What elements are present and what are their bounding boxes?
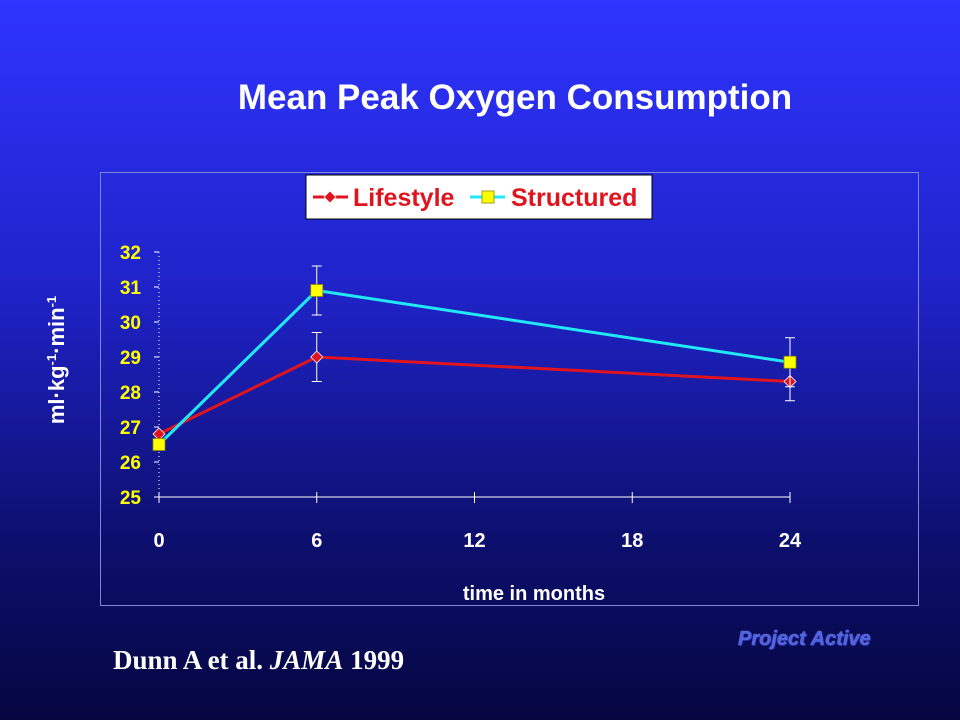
y-label-exp-1: -1 [43,353,59,366]
lifestyle-point [310,350,324,364]
series [152,265,797,451]
x-tick-label: 0 [153,530,164,552]
y-tick-label: 25 [120,488,142,509]
y-label-base-1: ml·kg [44,365,70,425]
citation-journal: JAMA [269,645,344,675]
structured-point [310,284,324,297]
y-tick-label: 31 [120,278,142,299]
y-label-base-2: ·min [44,307,70,354]
x-tick-label: 24 [779,530,802,552]
y-tick-label: 32 [120,243,141,264]
legend: Lifestyle Structured [305,174,653,220]
lifestyle-line [158,355,791,436]
x-axis-label: time in months [463,583,605,605]
citation-authors: Dunn A et al. [113,645,264,675]
lifestyle-series [152,332,797,441]
structured-point [783,355,797,369]
y-label-exp-2: -1 [43,295,59,308]
citation-year: 1999 [350,645,405,675]
legend-lifestyle-marker [323,190,337,204]
axes [154,251,791,503]
y-tick-label: 29 [120,348,141,369]
brand-emph: Active [810,628,871,650]
structured-series [152,265,797,451]
legend-structured-marker [481,190,495,204]
structured-point [152,438,166,451]
y-tick-label: 26 [120,453,141,474]
slide-title: Mean Peak Oxygen Consumption [237,78,793,117]
project-active-logo: Project Active [738,628,871,651]
legend-lifestyle-label: Lifestyle [353,184,455,212]
structured-line [157,288,791,446]
y-tick-label: 27 [120,418,141,439]
y-axis-label: ml·kg-1·min-1 [44,296,70,424]
y-tick-label: 30 [120,313,141,334]
citation: Dunn A et al. JAMA 1999 [113,645,404,676]
x-tick-label: 18 [621,530,643,552]
brand-prefix: Project [738,628,806,650]
chart-frame: 25 26 27 28 29 30 31 32 0 6 12 18 24 Lifestyle Struct… [100,172,919,606]
x-tick-label: 12 [463,530,485,552]
legend-structured-label: Structured [511,184,637,212]
tick-labels: 25 26 27 28 29 30 31 32 0 6 12 18 24 [120,243,802,552]
x-tick-label: 6 [311,530,322,552]
line-chart: 25 26 27 28 29 30 31 32 0 6 12 18 24 Lifestyle Struct… [120,174,802,605]
y-tick-label: 28 [120,383,141,404]
